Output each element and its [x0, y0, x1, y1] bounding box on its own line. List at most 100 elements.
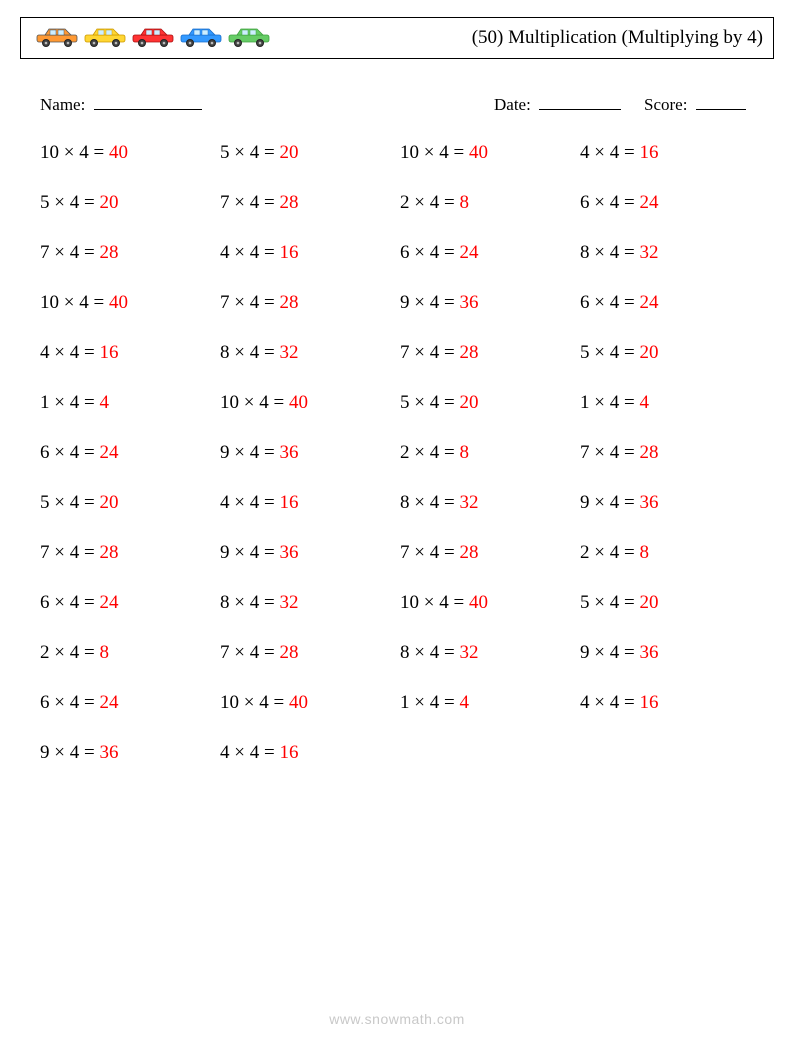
problem-cell: 9 × 4 = 36 — [40, 742, 220, 764]
problem-answer: 40 — [469, 592, 488, 613]
problem-expression: 9 × 4 = — [220, 442, 279, 463]
problem-answer: 36 — [279, 442, 298, 463]
problem-expression: 2 × 4 = — [400, 442, 459, 463]
problem-cell: 9 × 4 = 36 — [220, 442, 400, 464]
problem-expression: 9 × 4 = — [580, 642, 639, 663]
problem-expression: 10 × 4 = — [40, 142, 109, 163]
problem-cell: 4 × 4 = 16 — [220, 242, 400, 264]
problem-expression: 4 × 4 = — [220, 492, 279, 513]
problem-cell: 6 × 4 = 24 — [40, 442, 220, 464]
problem-cell: 8 × 4 = 32 — [580, 242, 760, 264]
problem-answer: 40 — [109, 142, 128, 163]
problem-cell: 5 × 4 = 20 — [580, 592, 760, 614]
problem-answer: 4 — [639, 392, 649, 413]
sports-yellow-icon — [83, 25, 127, 52]
problem-cell: 7 × 4 = 28 — [220, 192, 400, 214]
problem-cell: 7 × 4 = 28 — [220, 642, 400, 664]
problem-expression: 7 × 4 = — [220, 642, 279, 663]
problem-cell: 8 × 4 = 32 — [400, 642, 580, 664]
problem-expression: 7 × 4 = — [400, 542, 459, 563]
problem-expression: 6 × 4 = — [580, 192, 639, 213]
problem-expression: 8 × 4 = — [400, 492, 459, 513]
problem-cell: 2 × 4 = 8 — [40, 642, 220, 664]
problems-grid: 10 × 4 = 405 × 4 = 2010 × 4 = 404 × 4 = … — [40, 142, 760, 764]
problem-answer: 40 — [469, 142, 488, 163]
problem-answer: 8 — [459, 442, 469, 463]
problem-cell: 6 × 4 = 24 — [580, 292, 760, 314]
problem-answer: 20 — [99, 192, 118, 213]
problem-expression: 7 × 4 = — [580, 442, 639, 463]
pickup-blue-icon — [179, 25, 223, 52]
problem-cell: 6 × 4 = 24 — [40, 692, 220, 714]
problem-answer: 16 — [639, 142, 658, 163]
footer-watermark: www.snowmath.com — [0, 1011, 794, 1027]
problem-cell: 9 × 4 = 36 — [580, 642, 760, 664]
problem-answer: 28 — [99, 542, 118, 563]
problem-expression: 1 × 4 = — [40, 392, 99, 413]
problem-cell: 4 × 4 = 16 — [580, 692, 760, 714]
problem-answer: 36 — [99, 742, 118, 763]
problem-expression: 4 × 4 = — [40, 342, 99, 363]
problem-expression: 6 × 4 = — [580, 292, 639, 313]
problem-cell: 1 × 4 = 4 — [40, 392, 220, 414]
problem-expression: 9 × 4 = — [220, 542, 279, 563]
problem-answer: 32 — [459, 492, 478, 513]
problem-answer: 24 — [639, 292, 658, 313]
problem-answer: 32 — [459, 642, 478, 663]
score-underline — [696, 96, 746, 110]
problem-expression: 10 × 4 = — [400, 592, 469, 613]
problem-expression: 5 × 4 = — [220, 142, 279, 163]
problem-answer: 20 — [279, 142, 298, 163]
problem-expression: 9 × 4 = — [580, 492, 639, 513]
problem-cell: 9 × 4 = 36 — [580, 492, 760, 514]
problem-expression: 10 × 4 = — [220, 392, 289, 413]
problem-answer: 32 — [279, 592, 298, 613]
problem-answer: 4 — [99, 392, 109, 413]
problem-expression: 8 × 4 = — [220, 342, 279, 363]
problem-answer: 16 — [279, 242, 298, 263]
problem-answer: 24 — [99, 442, 118, 463]
problem-expression: 4 × 4 = — [580, 142, 639, 163]
date-field: Date: — [494, 95, 644, 115]
problem-cell: 10 × 4 = 40 — [40, 142, 220, 164]
problem-expression: 8 × 4 = — [580, 242, 639, 263]
info-row: Name: Date: Score: — [40, 95, 754, 115]
problem-cell: 5 × 4 = 20 — [40, 492, 220, 514]
problem-expression: 4 × 4 = — [580, 692, 639, 713]
problem-cell: 10 × 4 = 40 — [220, 392, 400, 414]
problem-answer: 20 — [99, 492, 118, 513]
problem-expression: 5 × 4 = — [580, 342, 639, 363]
problem-answer: 36 — [639, 492, 658, 513]
problem-answer: 28 — [459, 342, 478, 363]
problem-answer: 8 — [99, 642, 109, 663]
problem-cell: 7 × 4 = 28 — [40, 242, 220, 264]
score-field: Score: — [644, 95, 754, 115]
problem-answer: 20 — [639, 592, 658, 613]
problem-expression: 6 × 4 = — [40, 442, 99, 463]
problem-cell: 1 × 4 = 4 — [400, 692, 580, 714]
problem-cell: 10 × 4 = 40 — [40, 292, 220, 314]
header-box: (50) Multiplication (Multiplying by 4) — [20, 17, 774, 59]
problem-answer: 36 — [639, 642, 658, 663]
problem-expression: 2 × 4 = — [400, 192, 459, 213]
convertible-red-icon — [131, 25, 175, 52]
sedan-orange-icon — [35, 25, 79, 52]
problem-answer: 24 — [459, 242, 478, 263]
score-label: Score: — [644, 95, 687, 114]
problem-cell: 7 × 4 = 28 — [40, 542, 220, 564]
problem-expression: 2 × 4 = — [40, 642, 99, 663]
problem-answer: 40 — [289, 392, 308, 413]
problem-expression: 5 × 4 = — [580, 592, 639, 613]
problem-answer: 32 — [639, 242, 658, 263]
problem-answer: 24 — [99, 592, 118, 613]
problem-expression: 9 × 4 = — [40, 742, 99, 763]
problem-cell: 9 × 4 = 36 — [400, 292, 580, 314]
problem-answer: 16 — [279, 492, 298, 513]
problem-answer: 28 — [459, 542, 478, 563]
problem-expression: 7 × 4 = — [40, 242, 99, 263]
name-underline — [94, 96, 202, 110]
problem-expression: 2 × 4 = — [580, 542, 639, 563]
problem-cell: 1 × 4 = 4 — [580, 392, 760, 414]
problem-answer: 20 — [459, 392, 478, 413]
problem-expression: 1 × 4 = — [400, 692, 459, 713]
